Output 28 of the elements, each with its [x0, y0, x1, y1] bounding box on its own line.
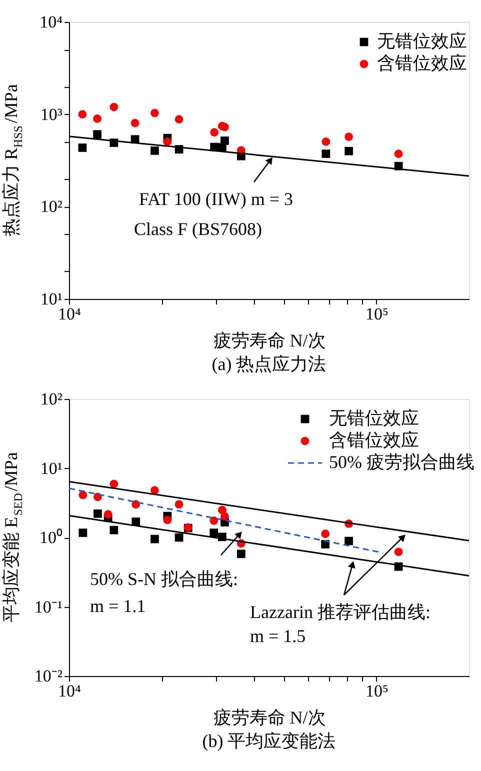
legend-label: 无错位效应	[329, 408, 419, 428]
text: (b) 平均应变能法	[202, 731, 336, 751]
x-axis-title: 疲劳寿命 N/次	[213, 330, 326, 350]
x-axis-title: 疲劳寿命 N/次	[213, 708, 326, 728]
annotation: 50% S-N 拟合曲线:	[90, 569, 238, 589]
y-axis-title: 热点应力 RHSS/MPa	[1, 84, 25, 236]
y-tick-label: 10³	[40, 104, 62, 124]
legend-label: 50% 疲劳拟合曲线	[329, 452, 474, 472]
legend-label: 含错位效应	[377, 53, 467, 73]
y-tick-label: 10¹	[40, 290, 62, 308]
legend-label: 含错位效应	[329, 430, 419, 450]
annotation: m = 1.1	[90, 596, 146, 616]
y-tick-label: 10⁰	[40, 528, 62, 547]
y-tick-label: 10⁻²	[34, 666, 62, 686]
y-tick-label: 10¹	[40, 458, 62, 478]
x-tick-label: 10⁵	[365, 304, 388, 324]
annotation: FAT 100 (IIW) m = 3	[139, 189, 293, 209]
annotation: m = 1.5	[250, 626, 306, 646]
legend-label: 无错位效应	[377, 31, 467, 51]
y-tick-label: 10²	[40, 390, 62, 408]
y-tick-label: 10²	[40, 197, 62, 216]
annotation: Lazzarin 推荐评估曲线:	[250, 602, 430, 622]
y-tick-label: 10⁻¹	[34, 597, 62, 616]
y-tick-label: 10⁴	[40, 12, 63, 32]
text: (a) 热点应力法	[212, 354, 326, 374]
x-tick-label: 10⁵	[365, 682, 388, 700]
annotation: Class F (BS7608)	[134, 219, 262, 239]
y-axis-title: 平均应变能 ESED/MPa	[1, 452, 25, 622]
